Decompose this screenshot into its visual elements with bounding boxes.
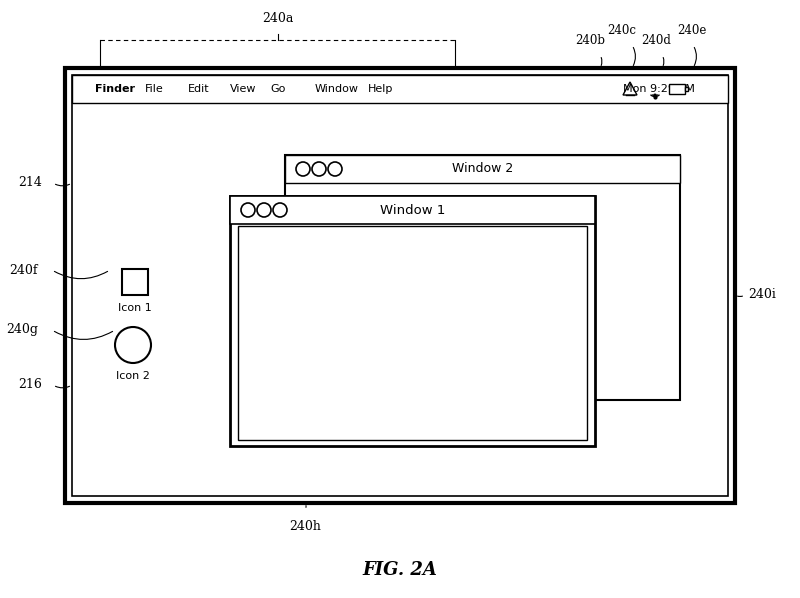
- Text: 240i: 240i: [748, 288, 776, 301]
- Text: File: File: [145, 84, 164, 94]
- Text: Edit: Edit: [188, 84, 210, 94]
- Text: 214: 214: [18, 176, 42, 190]
- Bar: [285, 155, 680, 400]
- Bar: [685, 87, 688, 91]
- FancyArrowPatch shape: [54, 331, 113, 340]
- Bar: [72, 75, 728, 103]
- Text: Mon 9:29 PM: Mon 9:29 PM: [623, 84, 695, 94]
- Circle shape: [328, 162, 342, 176]
- Circle shape: [257, 203, 271, 217]
- Bar: [230, 196, 595, 224]
- Text: 240c: 240c: [607, 24, 637, 37]
- Text: Window 2: Window 2: [452, 163, 513, 175]
- Circle shape: [273, 203, 287, 217]
- Bar: [122, 269, 148, 295]
- Text: 240b: 240b: [575, 34, 605, 47]
- Text: Window 1: Window 1: [380, 203, 445, 216]
- Text: 240g: 240g: [6, 324, 38, 337]
- Bar: [72, 75, 728, 496]
- Circle shape: [296, 162, 310, 176]
- Bar: [285, 155, 680, 183]
- Circle shape: [241, 203, 255, 217]
- Text: 240d: 240d: [641, 34, 671, 47]
- Text: Go: Go: [270, 84, 286, 94]
- Text: Window: Window: [315, 84, 359, 94]
- Bar: [669, 84, 685, 94]
- Text: Help: Help: [368, 84, 394, 94]
- FancyArrowPatch shape: [634, 47, 635, 66]
- Text: 240f: 240f: [10, 264, 38, 276]
- Circle shape: [115, 327, 151, 363]
- FancyArrowPatch shape: [694, 47, 697, 66]
- FancyArrowPatch shape: [55, 386, 70, 388]
- Text: Icon 2: Icon 2: [116, 371, 150, 381]
- Text: FIG. 2A: FIG. 2A: [362, 561, 438, 579]
- Text: Finder: Finder: [95, 84, 135, 94]
- Text: 240h: 240h: [289, 520, 321, 533]
- FancyArrowPatch shape: [54, 271, 107, 279]
- FancyArrowPatch shape: [55, 184, 70, 186]
- Text: 216: 216: [18, 379, 42, 392]
- Text: 240e: 240e: [678, 24, 706, 37]
- Text: View: View: [230, 84, 257, 94]
- Bar: [238, 226, 587, 440]
- Bar: [65, 68, 735, 503]
- Circle shape: [312, 162, 326, 176]
- Bar: [72, 103, 728, 496]
- Text: Icon 1: Icon 1: [118, 303, 152, 313]
- Text: 240a: 240a: [262, 11, 294, 25]
- Bar: [230, 196, 595, 446]
